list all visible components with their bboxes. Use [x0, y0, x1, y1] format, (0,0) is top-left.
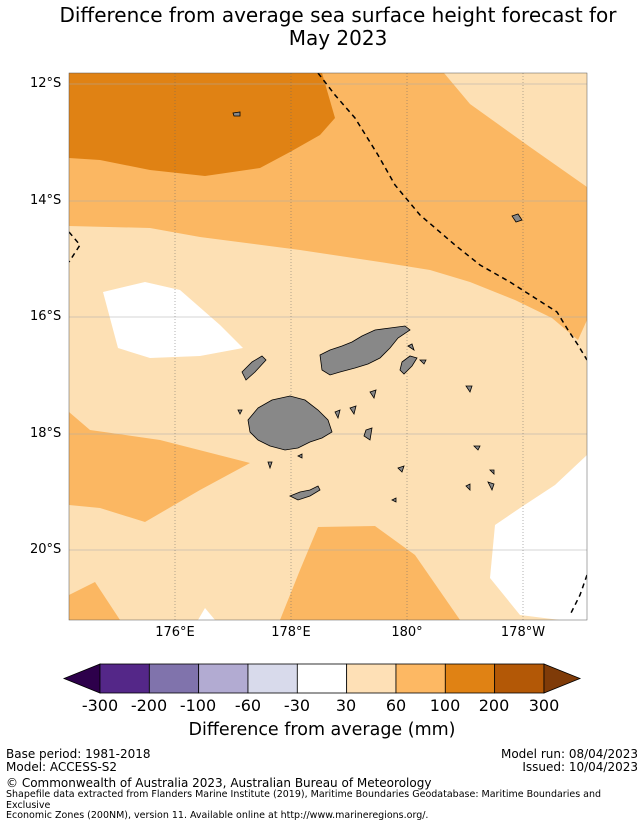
- title-line-1: Difference from average sea surface heig…: [59, 3, 617, 27]
- lat-label-16s: 16°S: [30, 309, 62, 324]
- cbar-extend-low: [62, 663, 101, 694]
- colorbar: [62, 663, 582, 694]
- lat-label-20s: 20°S: [30, 542, 62, 557]
- footer-left: Base period: 1981-2018 Model: ACCESS-S2: [6, 748, 151, 774]
- lon-label-180: 180°: [391, 625, 423, 640]
- band-100-200: [69, 73, 335, 176]
- lon-label-178e: 178°E: [271, 625, 311, 640]
- chart-title: Difference from average sea surface heig…: [0, 4, 644, 50]
- vanua-levu: [319, 325, 411, 376]
- eez-boundary: [317, 73, 587, 361]
- cbar-tick: 300: [528, 696, 560, 715]
- cbar-tick: 30: [335, 696, 357, 715]
- band-60-100-west: [69, 412, 250, 522]
- copyright: © Commonwealth of Australia 2023, Austra…: [6, 776, 432, 790]
- cbar-cell: [99, 663, 150, 694]
- cbar-cell: [494, 663, 545, 694]
- cbar-tick: 60: [385, 696, 407, 715]
- cbar-tick: -300: [81, 696, 119, 715]
- cbar-cell: [247, 663, 298, 694]
- cbar-tick: -200: [130, 696, 168, 715]
- map-frame: [68, 72, 588, 621]
- footer-right: Model run: 08/04/2023 Issued: 10/04/2023: [501, 748, 638, 774]
- cbar-tick: -30: [283, 696, 311, 715]
- issued-date: Issued: 10/04/2023: [522, 760, 638, 774]
- near-zero-west: [103, 282, 243, 358]
- sea-level-map: [68, 72, 588, 621]
- lat-label-18s: 18°S: [30, 426, 62, 441]
- cbar-cell: [444, 663, 496, 694]
- title-line-2: May 2023: [288, 26, 388, 50]
- cbar-cell: [395, 663, 446, 694]
- eez-boundary-southeast: [569, 574, 587, 616]
- viti-levu: [247, 395, 333, 451]
- cbar-tick: 100: [429, 696, 461, 715]
- shapefile-credit-line-1: Shapefile data extracted from Flanders M…: [6, 789, 602, 811]
- lon-label-178w: 178°W: [500, 625, 546, 640]
- eez-boundary-west: [69, 231, 81, 263]
- band-60-100-southwest: [69, 582, 120, 620]
- cbar-tick: -60: [234, 696, 262, 715]
- near-zero-south-sliver: [198, 608, 215, 620]
- cbar-cell: [346, 663, 397, 694]
- cbar-cell: [296, 663, 348, 694]
- cbar-cell: [198, 663, 249, 694]
- shapefile-credit-line-2: Economic Zones (200NM), version 11. Avai…: [6, 810, 429, 821]
- model-run: Model run: 08/04/2023: [500, 747, 638, 761]
- lat-label-12s: 12°S: [30, 76, 62, 91]
- lat-label-14s: 14°S: [30, 193, 62, 208]
- fiji-islands: [232, 111, 523, 503]
- cbar-tick: 200: [478, 696, 510, 715]
- taveuni: [399, 355, 418, 375]
- lon-label-176e: 176°E: [155, 625, 195, 640]
- base-period: Base period: 1981-2018: [6, 747, 151, 761]
- near-zero-southeast: [490, 455, 587, 620]
- kadavu: [289, 485, 321, 501]
- cbar-tick: -100: [179, 696, 217, 715]
- cbar-cell: [148, 663, 200, 694]
- shapefile-credit: Shapefile data extracted from Flanders M…: [6, 789, 638, 822]
- cbar-extend-high: [543, 663, 582, 694]
- colorbar-label: Difference from average (mm): [188, 720, 456, 740]
- band-60-100-south: [280, 526, 460, 620]
- model-name: Model: ACCESS-S2: [6, 760, 118, 774]
